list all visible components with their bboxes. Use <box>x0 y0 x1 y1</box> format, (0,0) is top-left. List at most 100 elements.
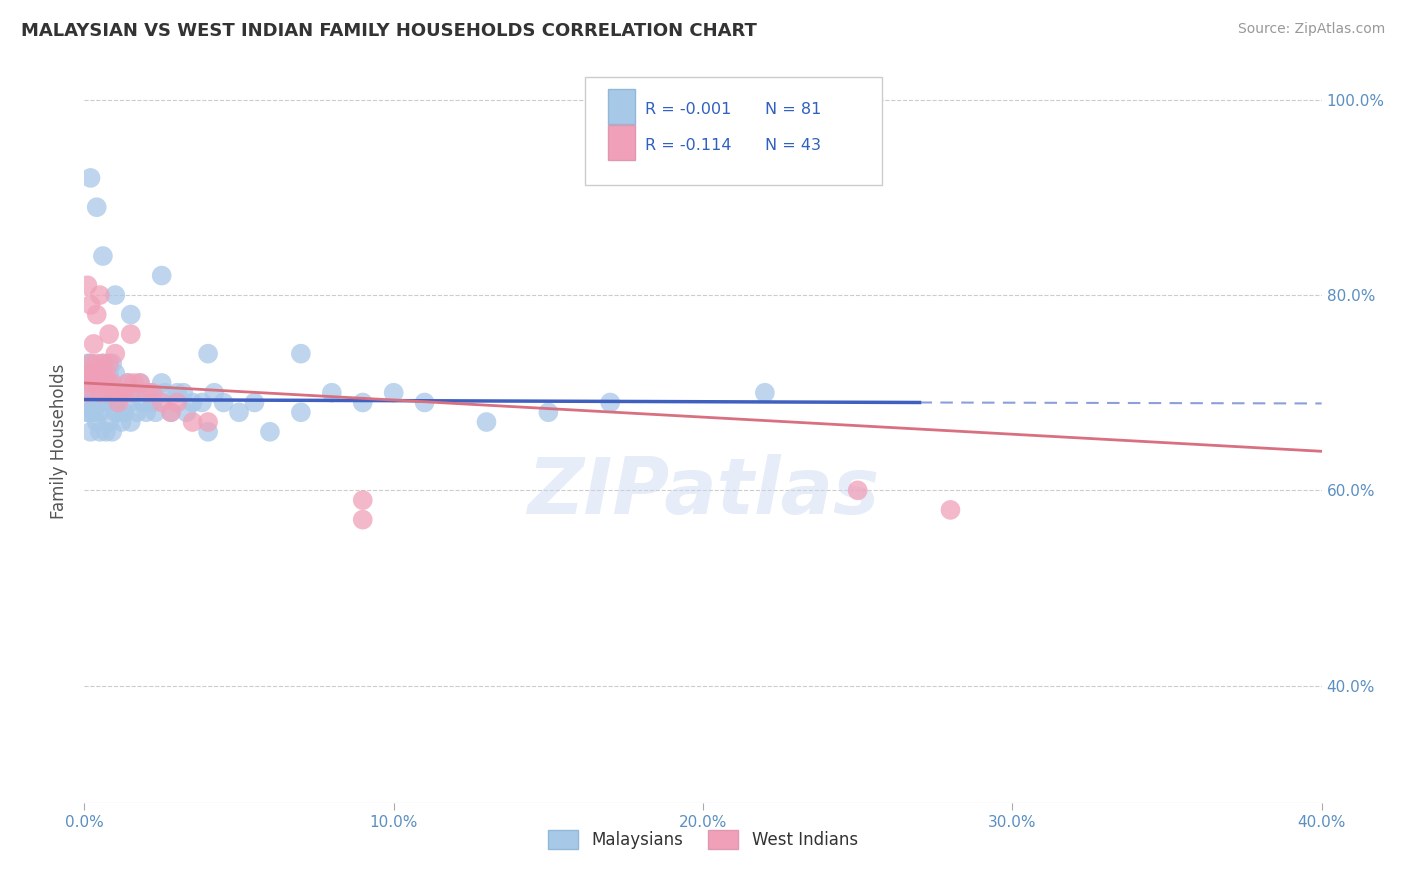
Point <box>181 415 204 429</box>
Point <box>104 405 127 419</box>
Point <box>117 376 139 390</box>
Point <box>120 415 142 429</box>
Point <box>290 346 312 360</box>
Point <box>86 376 108 390</box>
Point <box>76 366 98 380</box>
Point <box>89 425 111 439</box>
Point <box>110 385 132 400</box>
Point <box>197 415 219 429</box>
Point <box>104 385 127 400</box>
Point <box>89 366 111 380</box>
Point <box>132 395 155 409</box>
Point <box>138 385 160 400</box>
Point <box>352 493 374 508</box>
Point <box>83 366 105 380</box>
Point <box>197 425 219 439</box>
Point <box>83 405 105 419</box>
Point <box>89 385 111 400</box>
Point <box>94 385 117 400</box>
Point <box>101 425 124 439</box>
Point <box>939 503 962 517</box>
Text: MALAYSIAN VS WEST INDIAN FAMILY HOUSEHOLDS CORRELATION CHART: MALAYSIAN VS WEST INDIAN FAMILY HOUSEHOL… <box>21 22 756 40</box>
Point <box>475 415 498 429</box>
Point <box>79 376 101 390</box>
Text: Source: ZipAtlas.com: Source: ZipAtlas.com <box>1237 22 1385 37</box>
Point <box>101 356 124 370</box>
Point <box>141 395 163 409</box>
Y-axis label: Family Households: Family Households <box>51 364 69 519</box>
Point <box>86 395 108 409</box>
Point <box>83 366 105 380</box>
Point <box>259 425 281 439</box>
Point <box>83 385 105 400</box>
Point <box>166 395 188 409</box>
Point <box>86 376 108 390</box>
Point <box>114 385 136 400</box>
Point <box>89 405 111 419</box>
Point <box>98 327 121 342</box>
Point <box>76 405 98 419</box>
Point <box>94 366 117 380</box>
FancyBboxPatch shape <box>585 77 883 185</box>
Point <box>79 376 101 390</box>
Point <box>176 405 198 419</box>
Point <box>76 376 98 390</box>
Point <box>83 405 105 419</box>
Point <box>150 395 173 409</box>
Point <box>202 385 225 400</box>
Point <box>166 385 188 400</box>
Point <box>86 200 108 214</box>
Point <box>135 385 157 400</box>
Point <box>91 356 114 370</box>
Bar <box>607 125 636 160</box>
Point <box>89 288 111 302</box>
Point <box>104 288 127 302</box>
Point <box>89 366 111 380</box>
Point <box>120 327 142 342</box>
Text: R = -0.114: R = -0.114 <box>645 138 731 153</box>
Point <box>86 415 108 429</box>
Point <box>79 356 101 370</box>
Point <box>104 346 127 360</box>
Point <box>160 405 183 419</box>
Point <box>120 385 142 400</box>
Point <box>91 249 114 263</box>
Point <box>83 337 105 351</box>
Point <box>79 395 101 409</box>
Point <box>129 376 152 390</box>
Point <box>86 356 108 370</box>
Point <box>754 385 776 400</box>
Legend: Malaysians, West Indians: Malaysians, West Indians <box>541 823 865 856</box>
Point <box>212 395 235 409</box>
Point <box>197 346 219 360</box>
Point <box>91 376 114 390</box>
Point <box>191 395 214 409</box>
Point <box>150 268 173 283</box>
Point <box>243 395 266 409</box>
Point <box>94 395 117 409</box>
Point <box>117 376 139 390</box>
Point <box>79 298 101 312</box>
Point <box>122 385 145 400</box>
Point <box>76 405 98 419</box>
Point <box>150 376 173 390</box>
Point <box>599 395 621 409</box>
Point <box>79 425 101 439</box>
Point <box>79 356 101 370</box>
Point <box>352 395 374 409</box>
Point <box>76 385 98 400</box>
Point <box>76 356 98 370</box>
Point <box>145 405 167 419</box>
Point <box>413 395 436 409</box>
Point <box>89 385 111 400</box>
Point <box>86 308 108 322</box>
Point <box>91 356 114 370</box>
Point <box>107 405 129 419</box>
Point <box>91 395 114 409</box>
Point <box>120 395 142 409</box>
Bar <box>607 89 636 124</box>
Point <box>110 415 132 429</box>
Point <box>321 385 343 400</box>
Point <box>104 395 127 409</box>
Point <box>98 356 121 370</box>
